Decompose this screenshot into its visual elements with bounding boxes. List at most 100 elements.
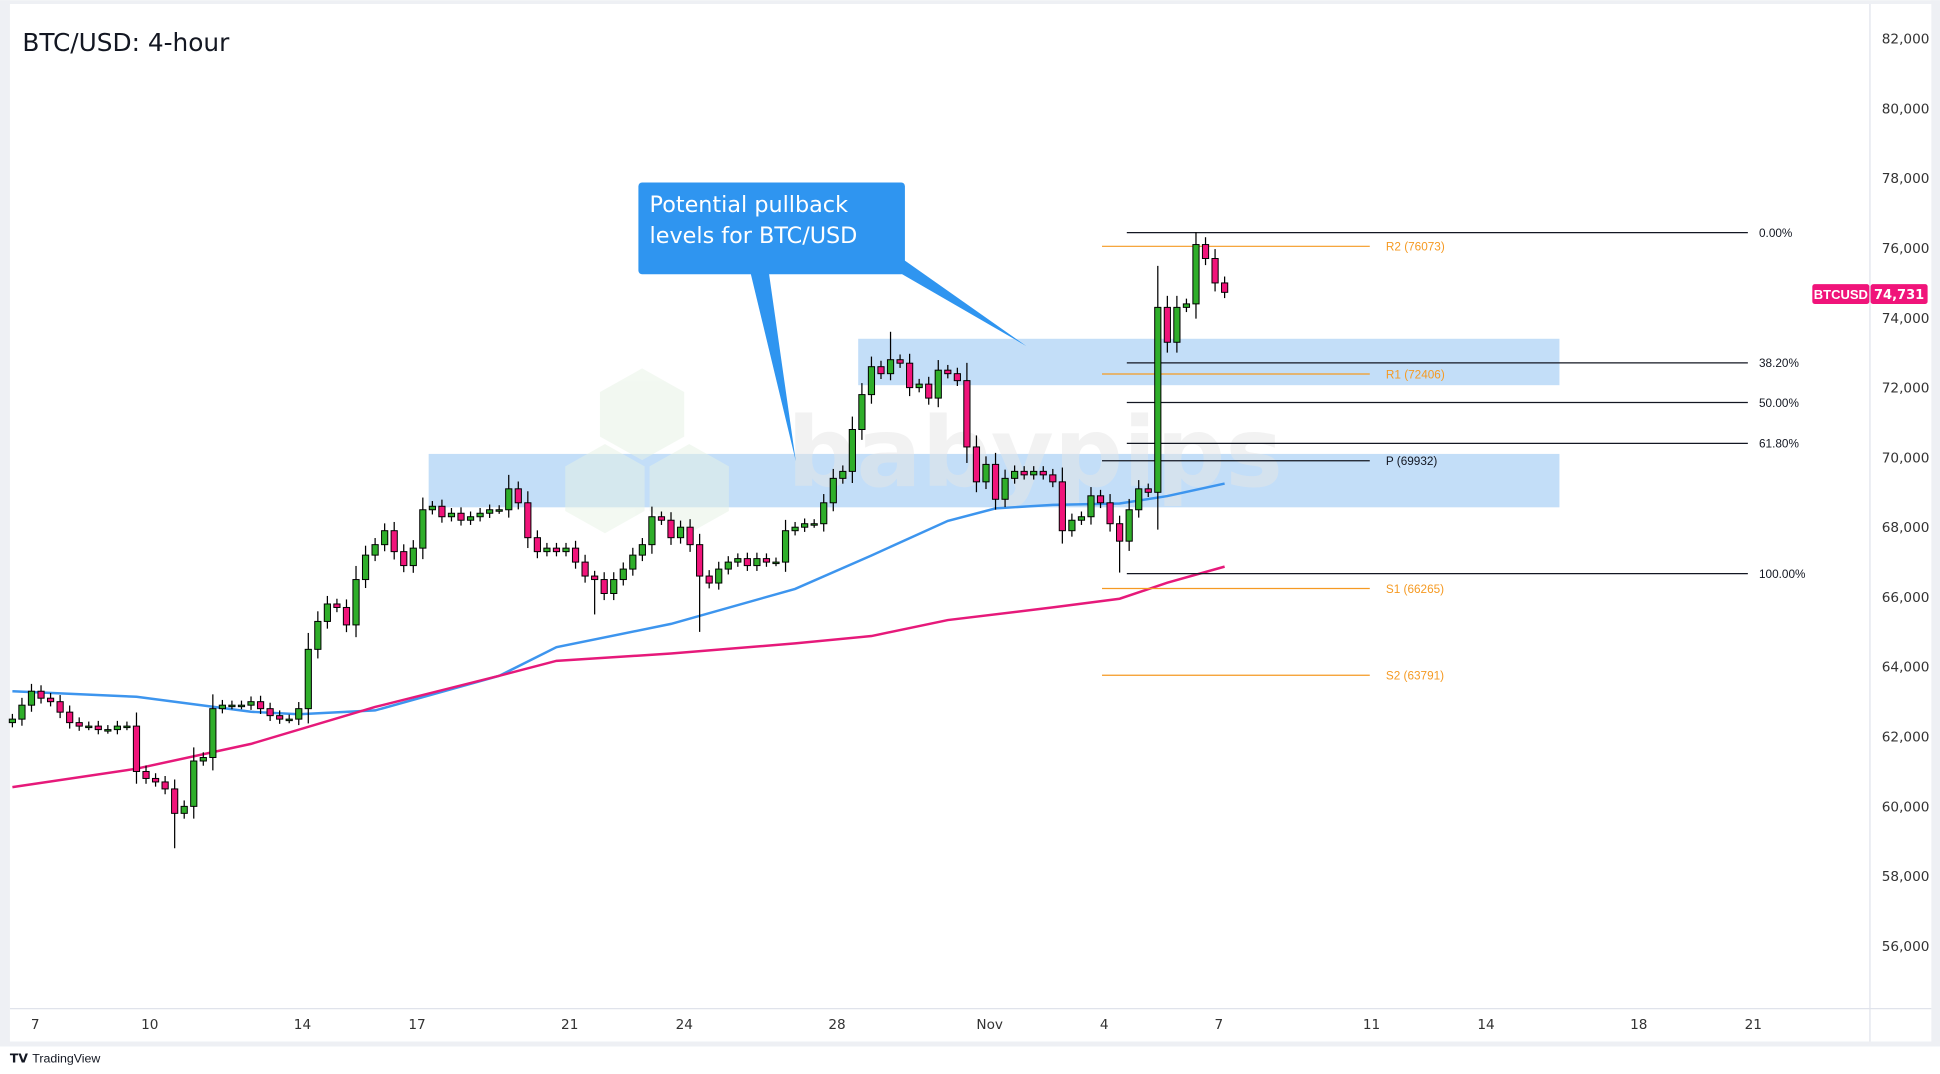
candle-body-up bbox=[829, 477, 837, 504]
candle bbox=[505, 474, 513, 518]
candle bbox=[104, 725, 112, 734]
candle-body-up bbox=[772, 561, 780, 565]
fib-level-label: 38.20% bbox=[1759, 357, 1799, 370]
candle-body-down bbox=[276, 715, 284, 720]
candle-body-up bbox=[352, 579, 360, 626]
candle bbox=[247, 696, 255, 710]
price-axis[interactable]: 82,000 80,000 78,000 76,000 74,000 72,000 70,0… bbox=[1882, 32, 1930, 955]
candle bbox=[457, 507, 465, 526]
price-tick-label: 66,000 bbox=[1882, 590, 1930, 606]
candle bbox=[113, 720, 121, 735]
candle-body-down bbox=[132, 725, 141, 772]
candle-body-down bbox=[1116, 523, 1124, 542]
candle bbox=[972, 435, 981, 493]
candle-body-down bbox=[171, 788, 179, 814]
candle bbox=[1116, 515, 1124, 573]
left-border bbox=[0, 0, 10, 1042]
candle bbox=[304, 632, 312, 724]
candle bbox=[438, 499, 446, 523]
candle bbox=[75, 717, 83, 731]
candle-body-up bbox=[839, 470, 847, 479]
callout: Potential pullback levels for BTC/USD bbox=[638, 182, 1027, 462]
tradingview-logo[interactable]: TV TradingView bbox=[10, 1051, 100, 1066]
candle-body-up bbox=[428, 505, 436, 511]
candle bbox=[1144, 483, 1152, 498]
candle-body-down bbox=[94, 725, 102, 731]
price-tick-label: 56,000 bbox=[1882, 939, 1930, 955]
candle bbox=[734, 553, 742, 567]
candle bbox=[896, 354, 904, 368]
candle bbox=[676, 520, 685, 544]
candle-body-up bbox=[619, 568, 627, 581]
candle bbox=[571, 540, 580, 569]
candle bbox=[151, 773, 160, 787]
candle bbox=[1049, 468, 1057, 488]
candle-body-down bbox=[963, 380, 971, 448]
candle-body-down bbox=[944, 369, 952, 375]
time-tick-label: 28 bbox=[828, 1017, 845, 1033]
candle-body-up bbox=[820, 502, 828, 525]
candle bbox=[619, 562, 627, 586]
candle bbox=[37, 685, 45, 704]
candle-body-down bbox=[1096, 495, 1105, 504]
price-tick-label: 58,000 bbox=[1882, 869, 1930, 885]
candle bbox=[199, 752, 207, 766]
time-tick-label: 7 bbox=[1214, 1017, 1223, 1033]
time-axis[interactable]: 7 10 14 17 21 24 28 Nov 4 7 11 14 18 21 bbox=[31, 1017, 1762, 1033]
candle-body-up bbox=[858, 394, 866, 430]
candle-body-down bbox=[657, 516, 666, 521]
candle bbox=[18, 697, 26, 726]
moving-average-slow-line bbox=[12, 565, 1225, 789]
price-tick-label: 72,000 bbox=[1882, 381, 1930, 397]
candle bbox=[1058, 467, 1066, 544]
candle bbox=[1106, 494, 1114, 532]
candle bbox=[963, 362, 971, 463]
top-border bbox=[0, 0, 1940, 4]
pivot-label: R1 (72406) bbox=[1386, 368, 1445, 381]
candle bbox=[533, 530, 541, 559]
candle-body-up bbox=[476, 512, 484, 518]
candle bbox=[400, 544, 408, 573]
candle bbox=[466, 511, 475, 525]
candle-body-up bbox=[1001, 477, 1009, 500]
candle-body-down bbox=[390, 530, 398, 553]
candle-body-down bbox=[56, 701, 64, 713]
candle-body-down bbox=[438, 505, 446, 518]
candle bbox=[934, 360, 942, 408]
candle-body-up bbox=[1154, 306, 1162, 493]
candle-body-down bbox=[906, 362, 914, 389]
candle-body-down bbox=[256, 701, 265, 710]
candle-body-down bbox=[333, 603, 341, 608]
candle-body-down bbox=[696, 544, 704, 577]
candle-body-up bbox=[629, 554, 637, 570]
candle-body-up bbox=[753, 558, 761, 567]
candle-body-up bbox=[1077, 516, 1086, 521]
callout-box bbox=[638, 182, 905, 275]
candle bbox=[944, 364, 952, 379]
price-tick-label: 82,000 bbox=[1882, 32, 1930, 48]
candle bbox=[686, 519, 694, 552]
watermark-hex-icon bbox=[599, 368, 685, 461]
fib-level-label: 100.00% bbox=[1759, 568, 1806, 581]
price-tick-label: 60,000 bbox=[1882, 799, 1930, 815]
candle bbox=[323, 595, 331, 629]
candle bbox=[85, 721, 93, 731]
candle-body-up bbox=[791, 526, 799, 532]
candle bbox=[1163, 295, 1171, 353]
candle bbox=[1192, 231, 1200, 319]
candle-body-up bbox=[466, 516, 475, 521]
candles-layer bbox=[8, 231, 1229, 849]
candle-body-up bbox=[247, 701, 255, 706]
candle bbox=[1068, 513, 1076, 537]
candle bbox=[705, 570, 713, 589]
candle bbox=[1154, 265, 1162, 530]
watermark-hex-icon bbox=[649, 444, 729, 534]
candle bbox=[66, 705, 74, 729]
candle bbox=[591, 570, 599, 615]
candle bbox=[352, 565, 360, 638]
candle-body-down bbox=[1163, 306, 1171, 343]
candle bbox=[829, 468, 837, 512]
candle bbox=[915, 378, 923, 393]
price-tag bbox=[1870, 284, 1928, 304]
